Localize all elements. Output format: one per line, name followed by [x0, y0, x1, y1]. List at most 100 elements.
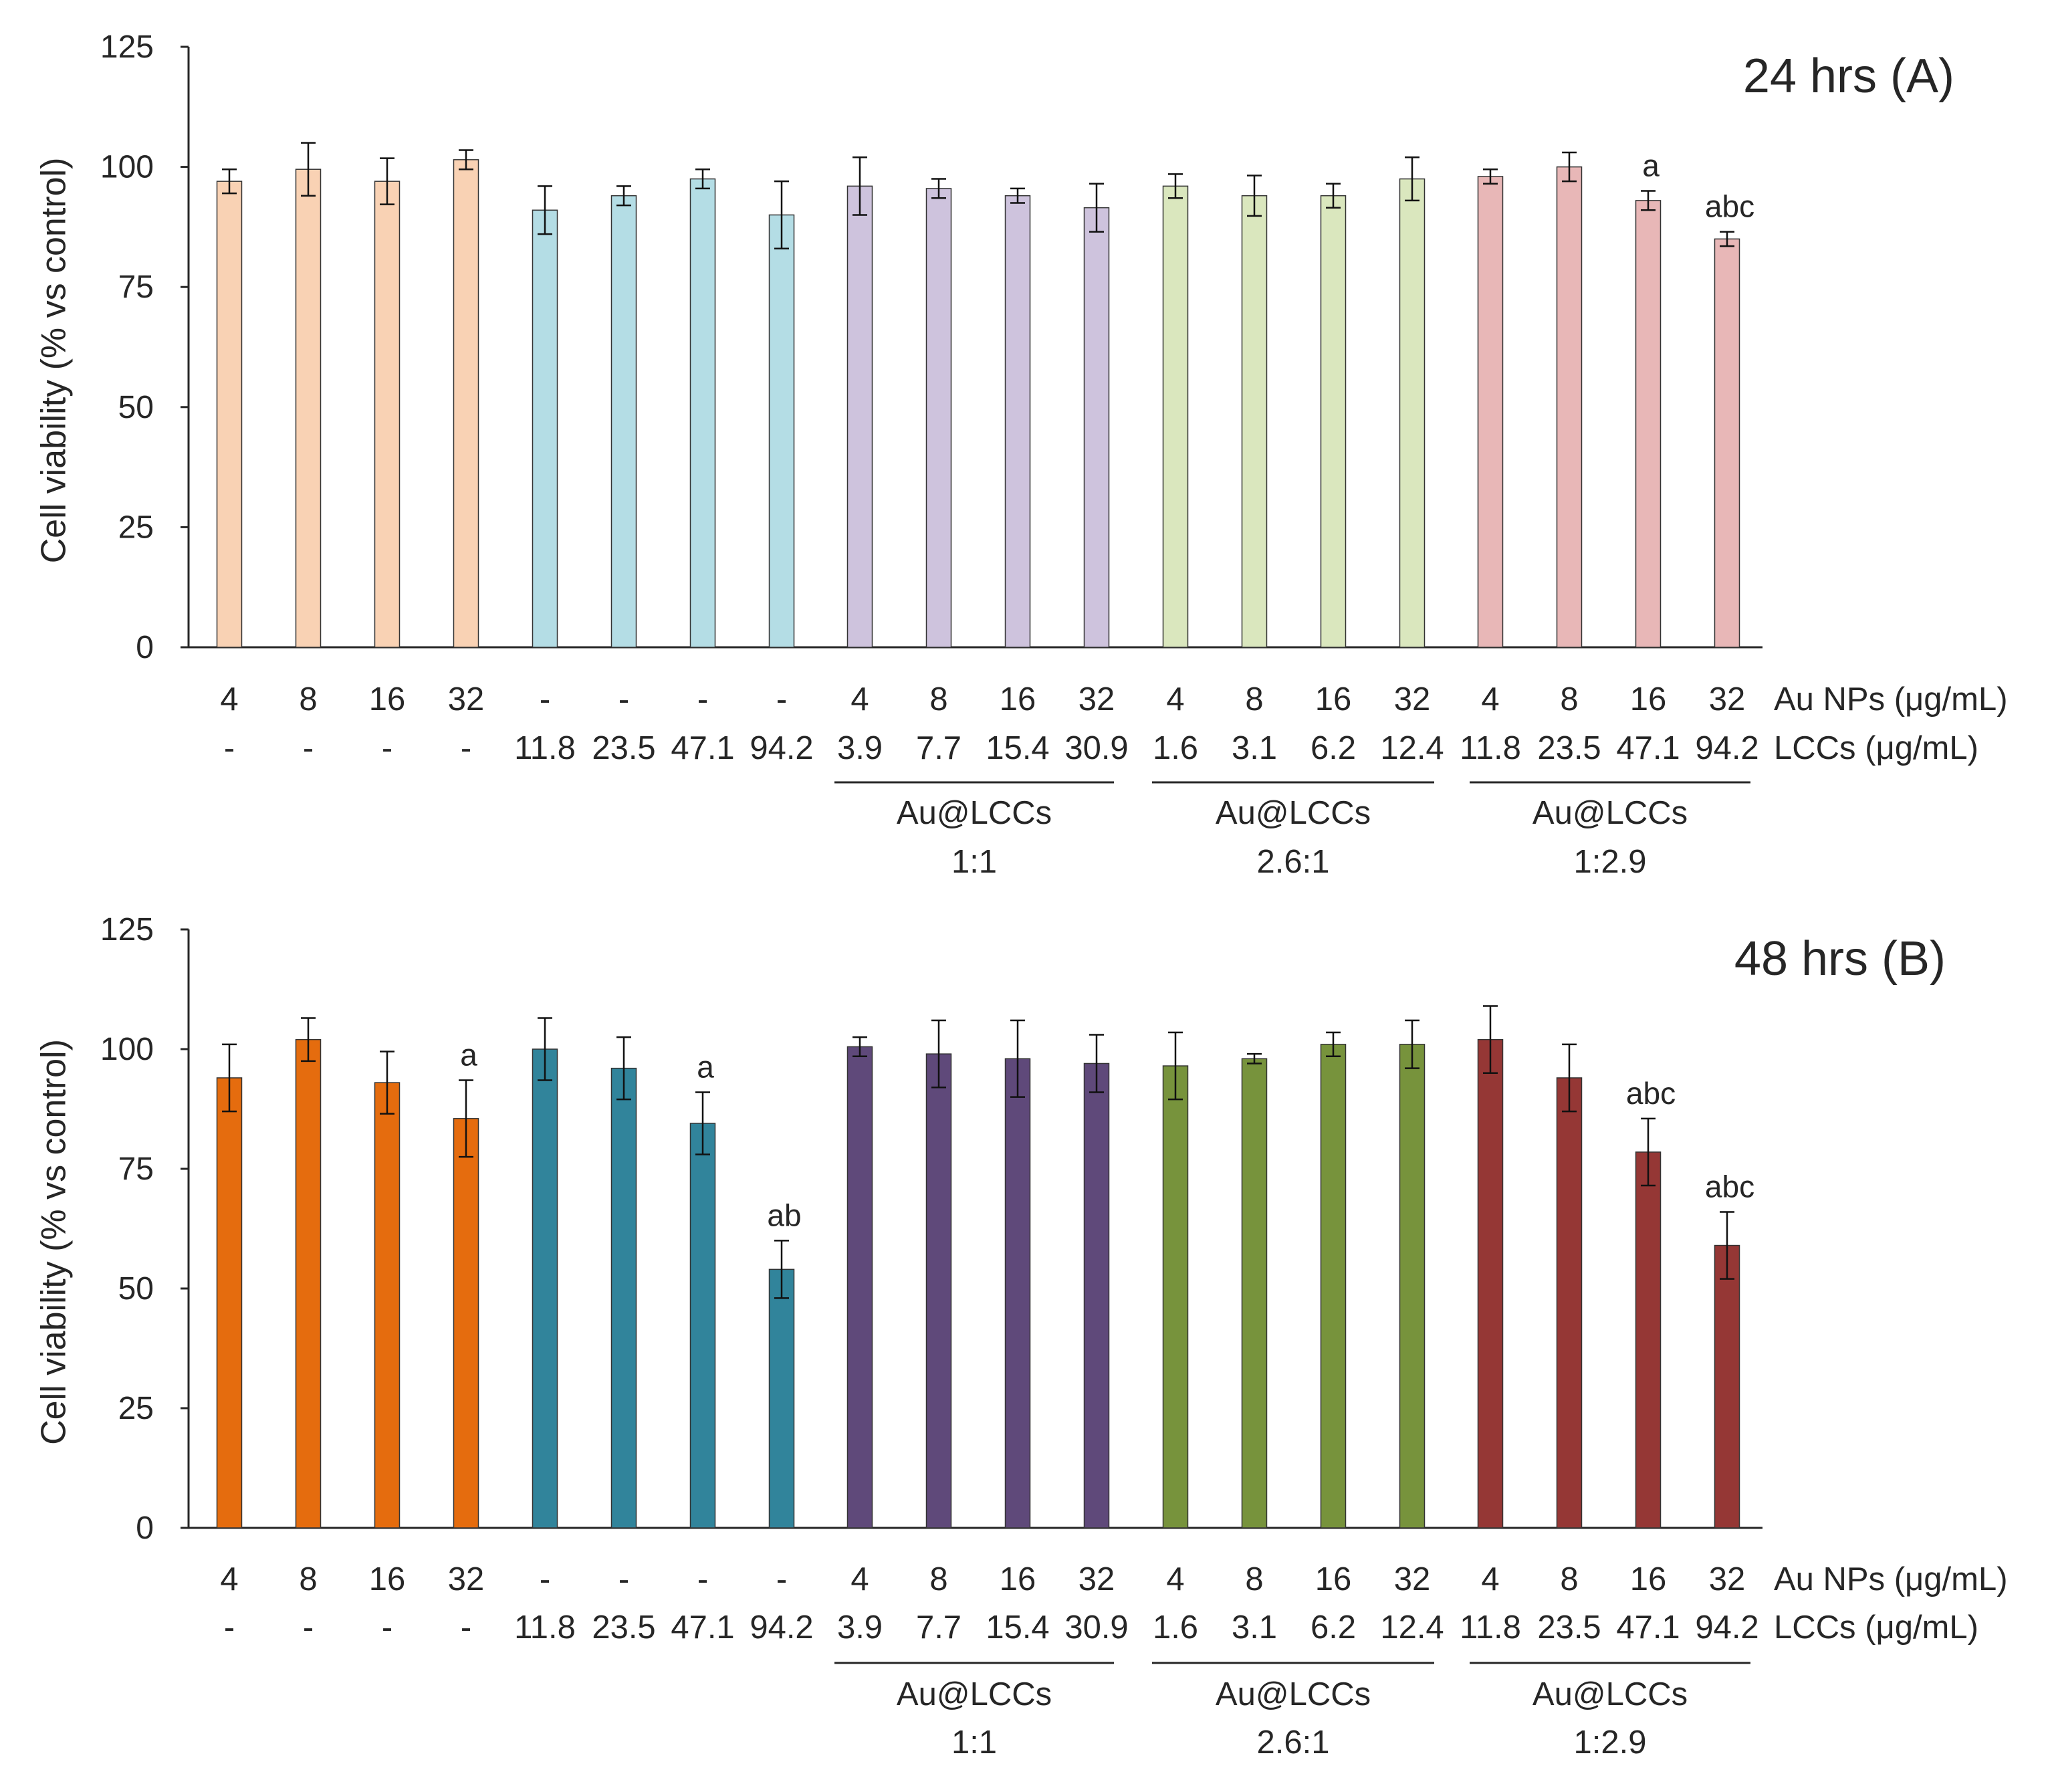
au-nps-tick-label: 8 [1560, 681, 1578, 717]
bar-4 [453, 1118, 479, 1529]
lccs-tick-label: 7.7 [916, 730, 961, 766]
group-bracket-ratio: 1:1 [951, 1724, 997, 1761]
y-tick-label: 0 [136, 630, 154, 665]
bar-16 [1399, 178, 1426, 648]
au-nps-tick-label: 4 [1481, 681, 1499, 717]
y-tick-label: 25 [118, 510, 154, 545]
lccs-tick-label: 94.2 [1695, 1609, 1758, 1646]
au-nps-tick-label: - [618, 1561, 629, 1597]
y-axis-label: Cell viability (% vs control) [35, 1039, 74, 1445]
lccs-tick-label: 7.7 [916, 1609, 961, 1646]
lccs-tick-label: 23.5 [592, 730, 655, 766]
au-nps-row-label: Au NPs (μg/mL) [1774, 681, 2008, 717]
au-nps-tick-label: 16 [1000, 681, 1036, 717]
bar-8 [768, 1268, 795, 1529]
lccs-tick-label: - [382, 1609, 392, 1646]
bar-10 [925, 1053, 952, 1529]
au-nps-tick-label: 16 [1000, 1561, 1036, 1597]
lccs-tick-label: - [303, 1609, 314, 1646]
significance-label: abc [1626, 1076, 1676, 1111]
lccs-tick-label: 3.9 [837, 1609, 883, 1646]
lccs-tick-label: - [303, 730, 314, 766]
lccs-tick-label: 94.2 [1695, 730, 1758, 766]
bar-2 [295, 169, 322, 648]
y-tick-label: 75 [118, 269, 154, 305]
lccs-tick-label: - [224, 1609, 235, 1646]
lccs-tick-label: 47.1 [671, 730, 734, 766]
lccs-tick-label: 11.8 [1460, 730, 1521, 766]
au-nps-tick-label: 8 [929, 1561, 947, 1597]
au-nps-tick-label: 32 [448, 681, 485, 717]
lccs-tick-label: 12.4 [1380, 730, 1444, 766]
lccs-tick-label: - [382, 730, 392, 766]
bar-5 [532, 209, 558, 648]
lccs-tick-label: 94.2 [750, 1609, 813, 1646]
lccs-tick-label: 11.8 [1460, 1609, 1521, 1646]
au-nps-tick-label: - [776, 681, 787, 717]
lccs-tick-label: 6.2 [1311, 1609, 1356, 1646]
lccs-tick-label: 11.8 [514, 730, 576, 766]
lccs-tick-label: 15.4 [986, 1609, 1049, 1646]
lccs-tick-label: 15.4 [986, 730, 1049, 766]
bar-10 [925, 188, 952, 648]
bar-20 [1714, 1244, 1740, 1529]
significance-label: a [1642, 148, 1660, 183]
y-tick-label: 50 [118, 390, 154, 425]
au-nps-tick-label: - [697, 1561, 708, 1597]
au-nps-tick-label: 8 [929, 681, 947, 717]
lccs-tick-label: 30.9 [1064, 1609, 1128, 1646]
group-bracket-name: Au@LCCs [1532, 795, 1688, 831]
bar-11 [1004, 1058, 1031, 1529]
lccs-tick-label: 3.1 [1232, 1609, 1277, 1646]
au-nps-tick-label: 32 [1709, 681, 1746, 717]
au-nps-tick-label: 4 [850, 1561, 869, 1597]
bar-13 [1162, 185, 1189, 648]
y-tick-label: 0 [136, 1510, 154, 1546]
au-nps-tick-label: 32 [1709, 1561, 1746, 1597]
y-tick-label: 125 [100, 912, 154, 947]
group-bracket-name: Au@LCCs [1216, 795, 1371, 831]
group-bracket-name: Au@LCCs [897, 795, 1052, 831]
lccs-tick-label: 23.5 [592, 1609, 655, 1646]
lccs-tick-label: 1.6 [1153, 730, 1198, 766]
y-tick-label: 75 [118, 1151, 154, 1187]
lccs-tick-label: 47.1 [1616, 1609, 1680, 1646]
au-nps-tick-label: 32 [1078, 681, 1115, 717]
au-nps-tick-label: 32 [1078, 1561, 1115, 1597]
au-nps-tick-label: 4 [220, 1561, 238, 1597]
bar-6 [610, 1067, 637, 1529]
bar-16 [1399, 1044, 1426, 1529]
au-nps-tick-label: - [618, 681, 629, 717]
au-nps-tick-label: - [697, 681, 708, 717]
au-nps-tick-label: 8 [1560, 1561, 1578, 1597]
bar-9 [846, 1046, 873, 1529]
bar-14 [1241, 1058, 1268, 1529]
bar-17 [1477, 176, 1504, 648]
bar-19 [1635, 200, 1662, 648]
y-tick-label: 100 [100, 1032, 154, 1067]
au-nps-tick-label: 4 [1166, 681, 1184, 717]
bar-8 [768, 214, 795, 648]
group-bracket-name: Au@LCCs [1532, 1676, 1688, 1712]
au-nps-tick-label: 4 [850, 681, 869, 717]
bar-1 [216, 181, 243, 648]
lccs-tick-label: 47.1 [671, 1609, 734, 1646]
lccs-tick-label: 12.4 [1380, 1609, 1444, 1646]
bar-14 [1241, 195, 1268, 648]
chart-title: 48 hrs (B) [1734, 932, 1946, 986]
lccs-tick-label: - [461, 730, 471, 766]
au-nps-tick-label: 16 [1630, 1561, 1667, 1597]
y-tick-label: 125 [100, 29, 154, 65]
significance-label: a [697, 1049, 714, 1084]
group-bracket-ratio: 1:2.9 [1574, 844, 1647, 880]
bar-1 [216, 1077, 243, 1529]
bar-12 [1083, 207, 1110, 648]
y-tick-label: 50 [118, 1271, 154, 1307]
au-nps-tick-label: 16 [369, 1561, 406, 1597]
lccs-tick-label: 3.9 [837, 730, 883, 766]
lccs-tick-label: 94.2 [750, 730, 813, 766]
chart-panel-2: 0 25 50 75 100 125 Cell viability (% vs contro… [35, 912, 2008, 1761]
bar-13 [1162, 1065, 1189, 1529]
bar-6 [610, 195, 637, 648]
au-nps-tick-label: 8 [299, 1561, 317, 1597]
